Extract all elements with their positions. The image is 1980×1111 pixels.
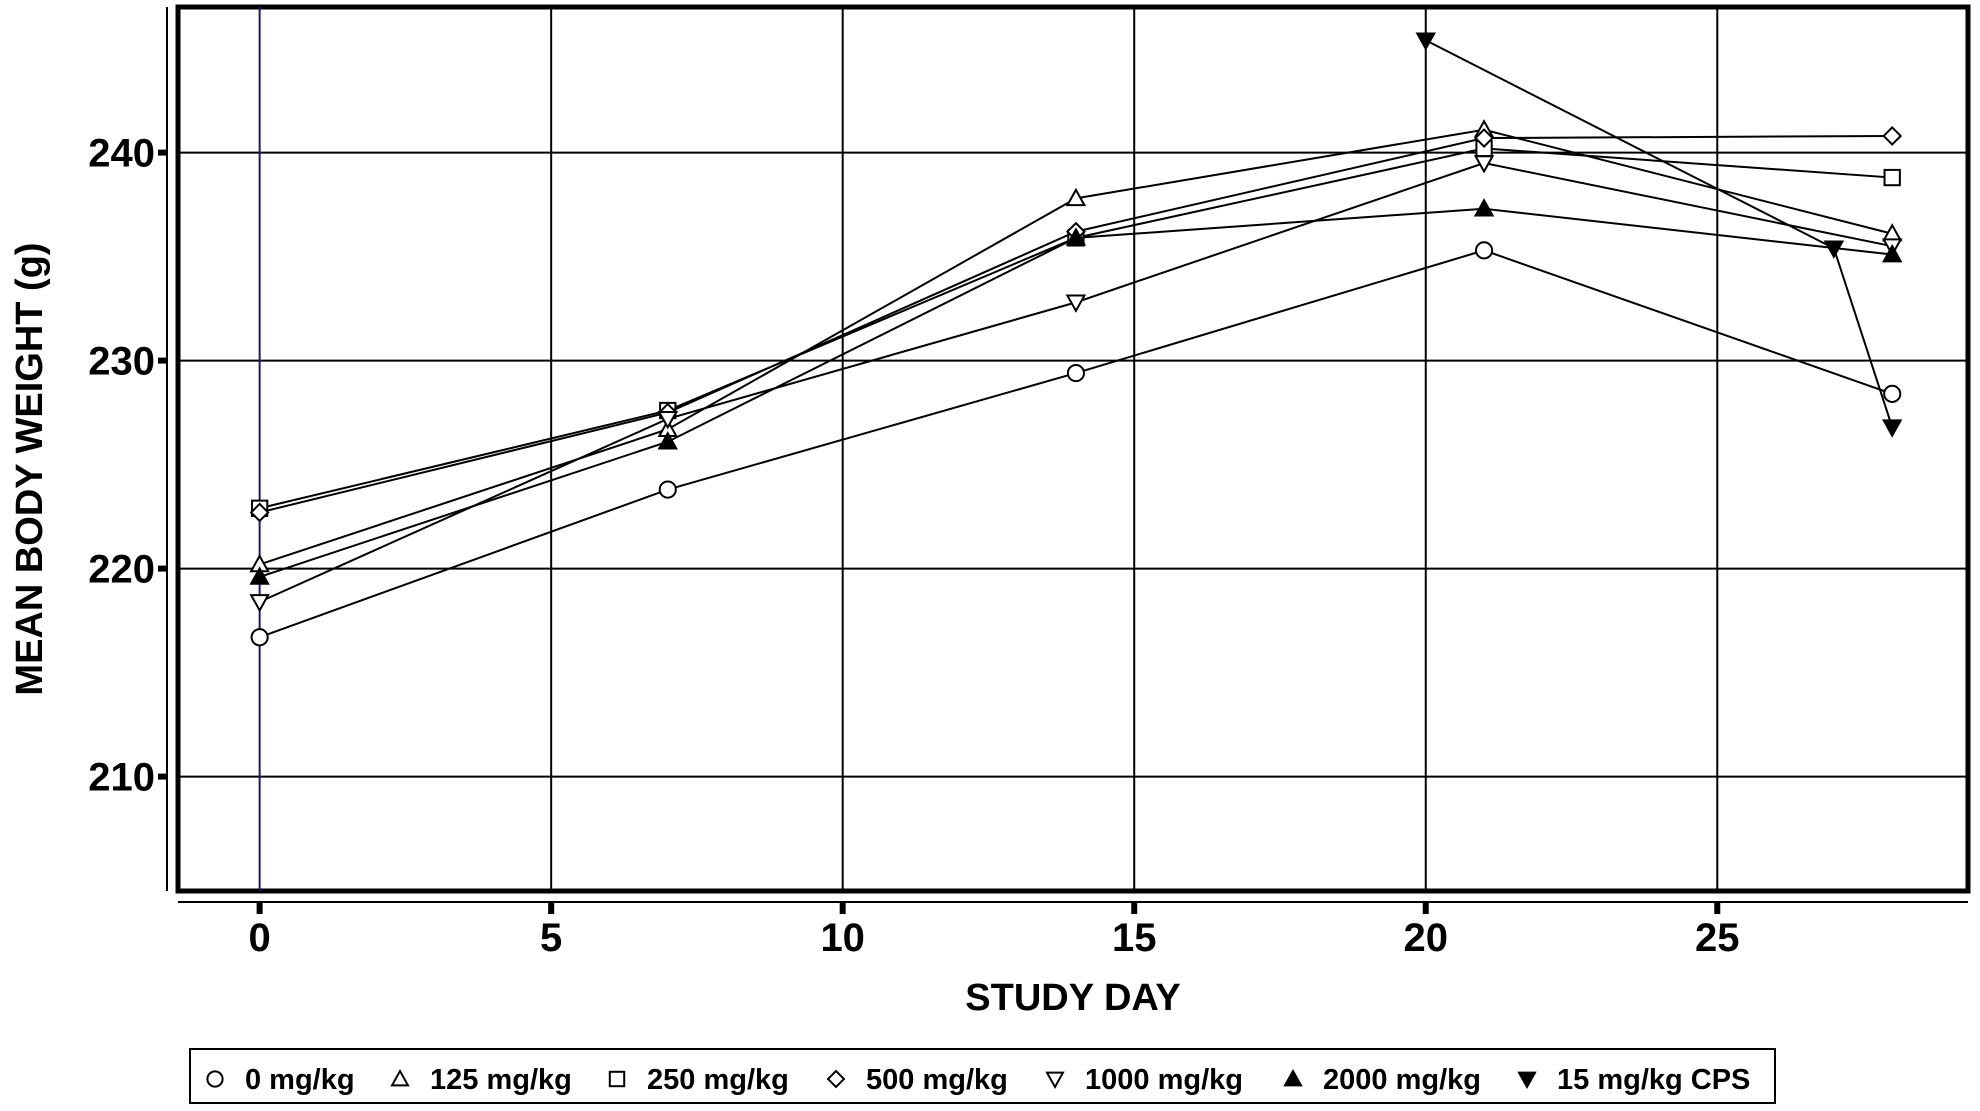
x-tick-label: 20 — [1404, 916, 1449, 960]
x-tick-15 — [1131, 902, 1137, 914]
data-point — [660, 481, 676, 497]
x-tick-25 — [1714, 902, 1720, 914]
legend-label: 0 mg/kg — [245, 1064, 355, 1096]
series-group — [251, 33, 1901, 645]
legend-label: 2000 mg/kg — [1323, 1064, 1481, 1096]
series-1 — [251, 121, 1901, 571]
series-6 — [1417, 33, 1900, 435]
y-axis-title: MEAN BODY WEIGHT (g) — [9, 242, 51, 695]
y-tick-210 — [158, 774, 167, 780]
data-point — [1476, 200, 1493, 215]
data-point — [251, 595, 268, 610]
data-point — [1884, 127, 1901, 144]
x-tick-label: 15 — [1112, 916, 1157, 960]
x-tick-label: 0 — [249, 916, 271, 960]
data-point — [1417, 33, 1434, 48]
y-tick-230 — [158, 358, 167, 364]
legend-label: 500 mg/kg — [866, 1064, 1008, 1096]
x-axis-title: STUDY DAY — [965, 977, 1180, 1019]
x-tick-0 — [257, 902, 263, 914]
data-point — [1884, 420, 1901, 435]
series-line — [260, 209, 1893, 577]
legend-marker — [207, 1071, 222, 1086]
x-tick-label: 10 — [820, 916, 865, 960]
legend-label: 250 mg/kg — [647, 1064, 789, 1096]
data-point — [1885, 170, 1900, 185]
legend-label: 15 mg/kg CPS — [1557, 1064, 1750, 1096]
series-3 — [251, 127, 1901, 520]
legend-marker — [610, 1072, 624, 1086]
x-tick-10 — [840, 902, 846, 914]
x-tick-5 — [548, 902, 554, 914]
y-tick-220 — [158, 566, 167, 572]
plot-frame — [178, 7, 1968, 891]
data-point — [1476, 242, 1492, 258]
y-tick-label: 220 — [88, 548, 155, 592]
legend-label: 1000 mg/kg — [1085, 1064, 1243, 1096]
y-tick-label: 230 — [88, 340, 155, 384]
data-point — [1068, 365, 1084, 381]
series-5 — [251, 200, 1901, 583]
y-tick-label: 240 — [88, 132, 155, 176]
x-tick-label: 5 — [540, 916, 562, 960]
y-tick-240 — [158, 150, 167, 156]
axes: 210 220 230 240 0 5 10 15 20 25 — [88, 7, 1968, 960]
legend-label: 125 mg/kg — [430, 1064, 572, 1096]
x-tick-20 — [1423, 902, 1429, 914]
y-tick-label: 210 — [88, 756, 155, 800]
data-point — [1884, 386, 1900, 402]
grid — [178, 7, 1968, 891]
x-tick-label: 25 — [1695, 916, 1740, 960]
legend: 0 mg/kg 125 mg/kg 250 mg/kg 500 mg/kg 1000 m… — [190, 1049, 1775, 1103]
data-point — [252, 629, 268, 645]
